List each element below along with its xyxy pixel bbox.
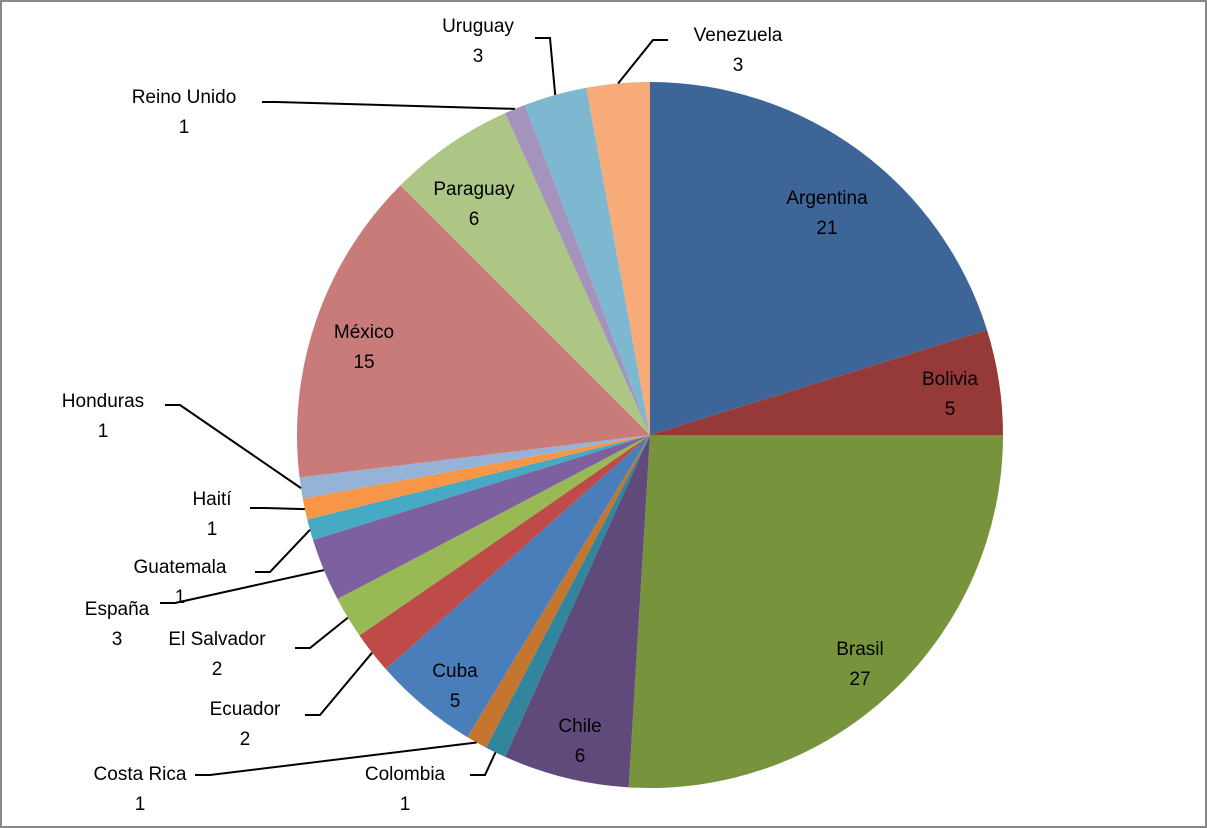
slice-value: 1 (98, 421, 109, 442)
leader-line (250, 507, 305, 511)
slice-value: 3 (112, 629, 123, 650)
pie-slice (400, 113, 650, 435)
slice-label: Ecuador (210, 699, 281, 720)
slice-label: México (334, 322, 394, 343)
pie-slice (650, 82, 988, 435)
slice-value: 1 (179, 117, 190, 138)
slice-label: Costa Rica (94, 764, 187, 785)
slice-label: Chile (558, 716, 601, 737)
slice-label: Uruguay (442, 16, 514, 37)
leader-line (470, 751, 497, 776)
pie-slice (307, 435, 650, 541)
slice-value: 21 (816, 218, 837, 239)
slice-value: 2 (240, 729, 251, 750)
slice-value: 1 (175, 587, 186, 608)
pie-slice (337, 435, 650, 636)
slice-value: 3 (473, 46, 484, 67)
slice-label: Bolivia (922, 369, 978, 390)
pie-slice (359, 435, 650, 670)
pie-slice (297, 185, 650, 478)
pie-slice (385, 435, 650, 738)
pie-slice (524, 87, 650, 436)
slice-value: 3 (733, 55, 744, 76)
slice-label: España (85, 599, 150, 620)
pie-slice (302, 435, 650, 520)
pie-slice (312, 435, 650, 600)
leader-line (305, 652, 373, 716)
slice-label: Argentina (786, 188, 868, 209)
pie-slice (650, 329, 1003, 435)
slice-label: Brasil (836, 639, 884, 660)
leader-line (295, 616, 349, 649)
pie-slice (467, 435, 650, 748)
slice-label: Cuba (432, 661, 478, 682)
pie-slice (628, 435, 1003, 788)
leader-line (165, 404, 302, 489)
pie-slice (505, 435, 650, 788)
slice-value: 1 (135, 794, 146, 815)
slice-value: 27 (849, 669, 870, 690)
slice-value: 1 (207, 519, 218, 540)
leader-line (262, 101, 515, 110)
slice-value: 5 (945, 399, 956, 420)
slice-value: 2 (212, 659, 223, 680)
slice-label: Paraguay (433, 179, 515, 200)
leader-line (535, 37, 557, 96)
slice-label: Haití (192, 489, 232, 510)
slice-label: El Salvador (168, 629, 266, 650)
leader-line (195, 741, 477, 776)
slice-value: 1 (400, 794, 411, 815)
slice-label: Reino Unido (132, 87, 237, 108)
slice-label: Venezuela (694, 25, 783, 46)
slice-value: 6 (575, 746, 586, 767)
slice-value: 5 (450, 691, 461, 712)
pie-slice (586, 82, 650, 435)
slice-value: 6 (469, 209, 480, 230)
leader-line (617, 39, 668, 85)
pie-slice (299, 435, 650, 499)
slice-label: Guatemala (134, 557, 227, 578)
leader-line (255, 529, 311, 573)
slice-value: 15 (353, 352, 374, 373)
leader-line (160, 569, 325, 604)
slice-label: Honduras (62, 391, 144, 412)
slice-label: Colombia (365, 764, 446, 785)
pie-slice (485, 435, 650, 757)
pie-slice (505, 104, 650, 435)
